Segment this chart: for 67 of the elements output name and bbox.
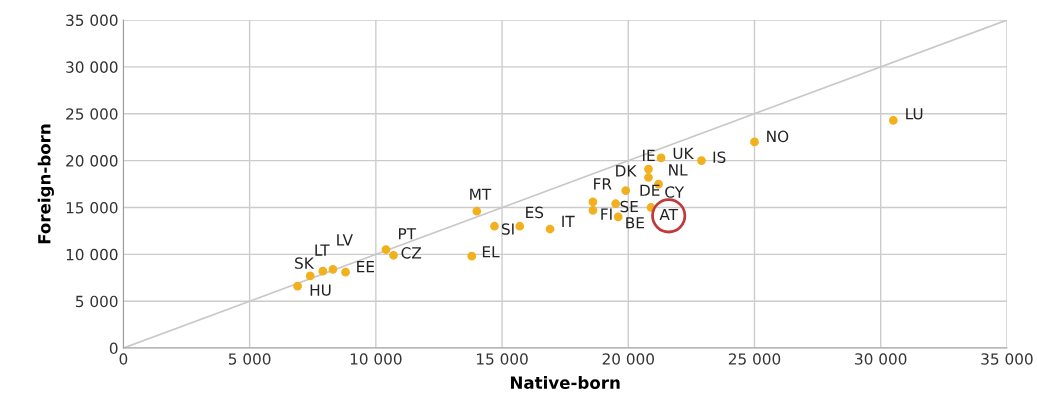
- point: [613, 212, 623, 222]
- annotation: NO: [767, 130, 789, 143]
- x-axis-title: Native-born: [510, 376, 620, 389]
- point: [588, 205, 598, 215]
- annotation: EL: [482, 246, 500, 258]
- y-tick-label: 25 000: [66, 108, 118, 120]
- y-tick-label: 10 000: [66, 248, 118, 261]
- y-tick-label: 5 000: [75, 295, 118, 308]
- annotation: FI: [601, 208, 612, 220]
- annotation: DE: [640, 184, 660, 196]
- point: [656, 153, 666, 163]
- point: [328, 264, 338, 274]
- annotation: IS: [713, 151, 726, 163]
- x-tick-label: 10 000: [350, 353, 402, 365]
- annotation: LU: [906, 108, 923, 120]
- annotation: UK: [673, 147, 694, 160]
- x-tick-label: 15 000: [477, 353, 528, 365]
- y-axis-title: Foreign-born: [37, 124, 54, 244]
- annotation: SK: [295, 257, 315, 269]
- point: [644, 164, 653, 174]
- x-tick-label: 0: [119, 353, 128, 365]
- annotation: HU: [310, 284, 331, 296]
- point: [318, 266, 328, 276]
- annotation: CY: [665, 186, 685, 198]
- y-tick-label: 30 000: [66, 61, 118, 73]
- y-tick-label: 35 000: [66, 14, 118, 27]
- point: [545, 224, 555, 234]
- point: [490, 221, 499, 231]
- point: [389, 250, 398, 260]
- point: [697, 156, 706, 165]
- annotation: AT: [659, 208, 679, 221]
- annotation: MT: [470, 188, 492, 200]
- annotation: BE: [626, 217, 644, 229]
- annotation: PT: [399, 228, 417, 240]
- point: [305, 271, 315, 281]
- x-tick-label: 30 000: [855, 353, 907, 365]
- annotation: IT: [562, 215, 575, 227]
- point: [588, 197, 598, 207]
- point: [293, 281, 302, 291]
- x-tick-label: 5 000: [228, 353, 271, 365]
- annotation: IE: [643, 149, 655, 161]
- y-tick-label: 20 000: [66, 155, 118, 167]
- y-tick-label: 15 000: [66, 201, 118, 214]
- annotation: SE: [620, 200, 638, 213]
- point: [381, 245, 391, 255]
- point: [750, 137, 759, 147]
- annotation: CZ: [401, 247, 422, 259]
- point: [515, 221, 525, 231]
- x-tick-label: 25 000: [728, 353, 781, 365]
- point: [611, 199, 621, 209]
- annotation: ES: [526, 206, 544, 219]
- point: [472, 206, 482, 216]
- point: [467, 251, 477, 261]
- annotation: EE: [357, 261, 375, 273]
- point: [644, 173, 653, 182]
- annotation: DK: [616, 165, 637, 177]
- point: [341, 267, 350, 277]
- annotation: LT: [315, 244, 330, 256]
- annotation: SI: [501, 223, 514, 235]
- annotation: LV: [337, 234, 353, 246]
- annotation: NL: [669, 164, 688, 176]
- point: [888, 115, 898, 125]
- point: [621, 186, 631, 195]
- x-tick-label: 20 000: [602, 353, 654, 365]
- y-tick-label: 0: [109, 342, 118, 355]
- x-tick-label: 35 000: [981, 353, 1033, 365]
- annotation: FR: [594, 178, 612, 190]
